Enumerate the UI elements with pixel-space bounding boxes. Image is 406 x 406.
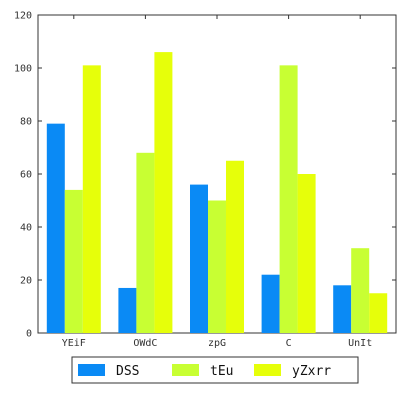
bars <box>46 52 388 334</box>
legend-swatch-tEu <box>172 364 199 376</box>
legend-swatch-DSS <box>78 364 105 376</box>
bar-yZxrr-OWdC <box>154 52 173 333</box>
y-axis: 0 20 40 60 80 100 120 <box>14 11 396 340</box>
x-tick-label: UnIt <box>348 338 372 349</box>
legend-label-DSS: DSS <box>116 364 139 379</box>
y-tick-label: 80 <box>20 117 32 128</box>
y-tick-label: 0 <box>26 329 32 340</box>
bar-yZxrr-UnIt <box>369 293 388 333</box>
legend-label-yZxrr: yZxrr <box>292 364 331 379</box>
bar-tEu-C <box>279 65 298 333</box>
bar-yZxrr-YEiF <box>82 65 101 333</box>
y-tick-label: 60 <box>20 170 32 181</box>
y-tick-label: 120 <box>14 11 32 22</box>
bar-tEu-OWdC <box>136 152 155 333</box>
y-tick-label: 20 <box>20 276 32 287</box>
legend: DSS tEu yZxrr <box>71 356 359 384</box>
bar-yZxrr-C <box>297 174 316 333</box>
bar-yZxrr-zpG <box>226 160 244 333</box>
bar-DSS-C <box>261 274 280 333</box>
x-tick-label: C <box>286 338 292 349</box>
x-tick-label: YEiF <box>62 338 86 349</box>
bar-tEu-YEiF <box>64 189 83 333</box>
y-tick-label: 100 <box>14 64 32 75</box>
legend-label-tEu: tEu <box>210 364 233 379</box>
bar-DSS-YEiF <box>46 123 65 334</box>
x-tick-label: zpG <box>208 338 226 349</box>
y-tick-label: 40 <box>20 223 32 234</box>
bar-DSS-OWdC <box>118 287 137 333</box>
legend-box <box>71 356 359 384</box>
bar-tEu-zpG <box>208 200 226 333</box>
legend-swatch-yZxrr <box>254 364 281 376</box>
x-tick-label: OWdC <box>133 338 157 349</box>
bar-tEu-UnIt <box>351 248 370 333</box>
bar-DSS-zpG <box>190 184 208 333</box>
bar-DSS-UnIt <box>333 285 352 333</box>
